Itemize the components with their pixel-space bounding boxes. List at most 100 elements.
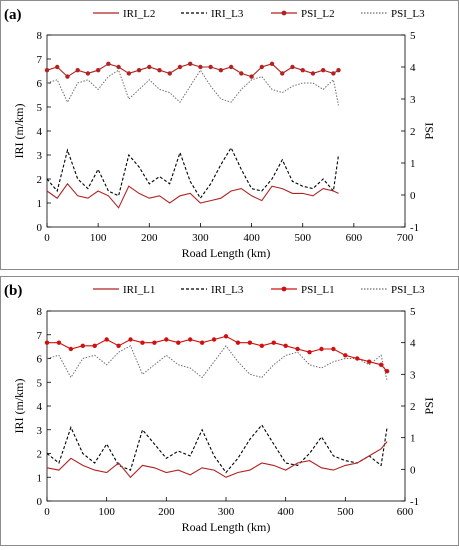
data-point (331, 346, 336, 352)
y-left-tick-label: 1 (37, 198, 43, 210)
y-right-tick-label: -1 (410, 222, 419, 234)
series-line-iri_l3 (46, 424, 388, 474)
data-point (319, 346, 324, 352)
y-right-tick-label: -1 (410, 496, 419, 508)
legend-marker (281, 286, 287, 292)
data-point (177, 64, 183, 70)
y-left-tick-label: 4 (37, 126, 43, 138)
data-point (126, 71, 132, 76)
panel-label: (a) (4, 7, 22, 23)
chart-panel-a: (a) IRI_L2 IRI_L3 PSI_L2 PSI_L3 0 100 200 300 400… (0, 0, 459, 270)
x-tick-label: 400 (277, 506, 294, 518)
legend-label: PSI_L2 (301, 8, 335, 20)
y-right-tick-label: 5 (410, 30, 416, 42)
data-point (56, 340, 62, 345)
data-point (320, 68, 326, 73)
data-point (106, 61, 111, 66)
y-left-tick-label: 2 (37, 449, 43, 461)
data-point (208, 64, 213, 70)
data-point (188, 337, 193, 342)
data-point (95, 68, 101, 73)
data-point (239, 71, 244, 76)
x-tick-label: 0 (44, 506, 50, 518)
x-axis-label: Road Length (km) (182, 520, 271, 534)
data-point (198, 64, 203, 70)
legend-label: IRI_L3 (211, 284, 244, 296)
y-right-tick-label: 4 (410, 338, 416, 350)
y-right-tick-label: 3 (410, 369, 416, 381)
x-tick-label: 300 (192, 232, 209, 244)
y-left-tick-label: 3 (37, 425, 43, 437)
data-point (218, 68, 224, 73)
y-left-tick-label: 5 (37, 377, 43, 389)
y-right-tick-label: 2 (410, 126, 416, 138)
x-tick-label: 200 (141, 232, 158, 244)
y-left-axis-label: IRI (m/km) (12, 379, 26, 434)
x-tick-label: 0 (44, 232, 50, 244)
data-point (343, 353, 348, 358)
x-tick-label: 100 (90, 232, 107, 244)
data-point (259, 343, 264, 349)
data-point (295, 346, 300, 352)
y-right-tick-label: 5 (410, 306, 416, 318)
y-left-tick-label: 0 (37, 496, 43, 508)
data-point (55, 64, 60, 70)
data-point (147, 64, 152, 70)
x-tick-label: 600 (397, 506, 414, 518)
x-axis-label: Road Length (km) (182, 246, 271, 260)
data-point (331, 71, 336, 76)
chart-b-svg: (b) IRI_L1 IRI_L3 PSI_L1 PSI_L30 100 200 300 400… (4, 283, 436, 534)
y-left-tick-label: 8 (37, 306, 43, 318)
data-point (176, 340, 181, 345)
data-point (223, 334, 229, 339)
data-point (140, 340, 145, 345)
legend-label: IRI_L2 (123, 8, 155, 20)
data-point (85, 71, 91, 76)
data-point (128, 337, 133, 342)
y-left-tick-label: 6 (37, 354, 43, 366)
data-point (228, 64, 234, 70)
y-left-tick-label: 6 (37, 78, 43, 90)
data-point (300, 68, 305, 73)
data-point (283, 343, 288, 349)
y-left-tick-label: 8 (37, 30, 43, 42)
data-point (157, 68, 162, 73)
data-point (75, 68, 80, 73)
y-right-tick-label: 0 (410, 464, 416, 476)
data-point (378, 362, 384, 368)
data-point (44, 340, 50, 345)
y-left-tick-label: 4 (37, 401, 43, 413)
series-line-iri_l1 (46, 441, 388, 479)
x-tick-label: 600 (346, 232, 363, 244)
data-point (44, 68, 50, 73)
data-point (310, 71, 316, 76)
legend-label: PSI_L3 (391, 284, 425, 296)
data-point (136, 68, 142, 73)
chart-panel-b: (b) IRI_L1 IRI_L3 PSI_L1 PSI_L3 0 100 200 300 400… (0, 276, 459, 546)
legend-label: PSI_L1 (301, 284, 335, 296)
data-point (307, 349, 312, 355)
y-left-axis-label: IRI (m/km) (12, 104, 26, 159)
data-point (384, 368, 390, 374)
data-point (355, 356, 360, 361)
data-point (290, 64, 295, 70)
data-point (68, 346, 74, 352)
data-point (235, 340, 241, 345)
panel-label: (b) (4, 283, 22, 299)
data-point (259, 64, 264, 70)
y-left-tick-label: 3 (37, 150, 43, 162)
x-tick-label: 700 (397, 232, 414, 244)
y-right-tick-label: 1 (410, 433, 416, 445)
data-point (116, 64, 121, 70)
series-line-psi_l3 (46, 344, 388, 381)
data-point (152, 340, 157, 345)
legend-label: IRI_L3 (211, 8, 244, 20)
y-right-axis-label: PSI (422, 122, 436, 139)
data-point (211, 337, 217, 342)
data-point (116, 343, 121, 349)
plot-frame (46, 34, 406, 228)
series-line-psi_l2 (46, 63, 339, 78)
y-right-tick-label: 0 (410, 190, 416, 202)
x-tick-label: 300 (218, 506, 235, 518)
x-tick-label: 500 (337, 506, 354, 518)
